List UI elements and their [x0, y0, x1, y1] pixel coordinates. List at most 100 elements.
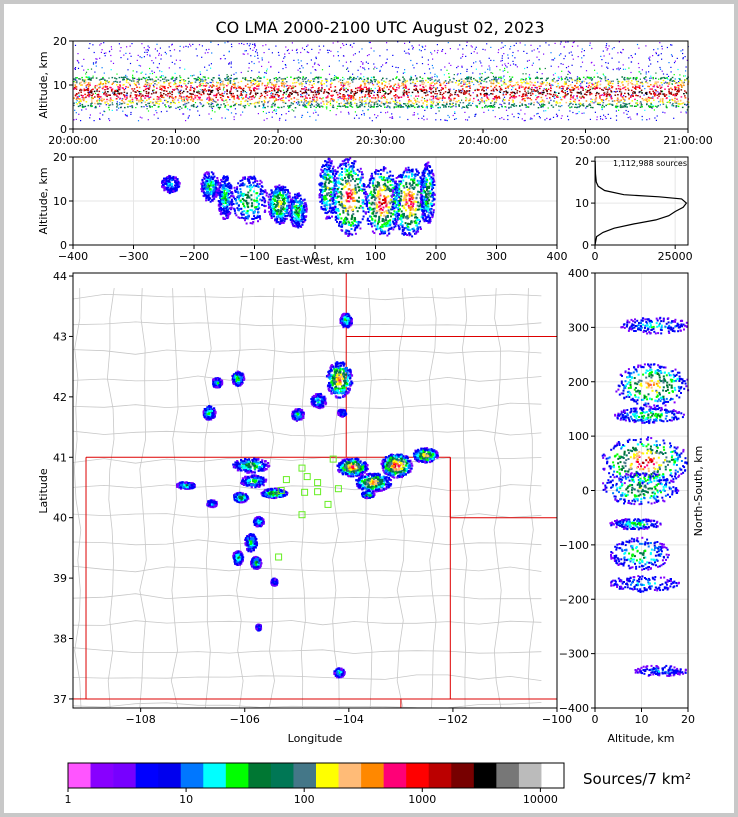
time-height-source-dot — [199, 83, 201, 86]
time-height-source-dot — [376, 100, 379, 102]
time-height-source-dot — [464, 111, 466, 113]
time-height-source-dot — [383, 94, 385, 97]
time-height-source-dot — [233, 104, 235, 107]
time-height-source-dot — [543, 53, 545, 55]
ew-source-dot — [212, 180, 214, 183]
time-tick-label: 20:30:00 — [356, 134, 405, 147]
time-height-source-dot — [677, 86, 680, 89]
time-height-source-dot — [261, 94, 263, 96]
time-height-source-dot — [330, 50, 332, 52]
time-height-source-dot — [503, 99, 506, 101]
time-height-source-dot — [415, 103, 418, 105]
time-height-source-dot — [197, 76, 199, 78]
time-height-source-dot — [81, 96, 84, 98]
time-height-source-dot — [651, 107, 653, 109]
time-height-source-dot — [593, 87, 595, 90]
time-height-source-dot — [609, 94, 612, 96]
time-height-source-dot — [239, 104, 242, 106]
time-height-source-dot — [457, 95, 460, 97]
time-height-source-dot — [360, 87, 363, 90]
time-height-source-dot — [461, 99, 463, 101]
time-height-source-dot — [403, 90, 406, 92]
time-height-source-dot — [625, 109, 627, 112]
time-height-source-dot — [482, 86, 484, 88]
time-height-source-dot — [570, 77, 572, 79]
time-height-source-dot — [467, 99, 470, 102]
time-height-source-dot — [685, 111, 687, 113]
time-height-source-dot — [379, 91, 381, 93]
time-height-source-dot — [158, 52, 160, 55]
time-height-source-dot — [312, 91, 314, 93]
time-height-source-dot — [393, 84, 396, 87]
time-height-source-dot — [374, 97, 377, 99]
time-height-source-dot — [242, 90, 245, 92]
time-height-source-dot — [327, 95, 329, 97]
time-height-source-dot — [250, 103, 253, 105]
time-height-source-dot — [495, 98, 498, 100]
time-height-source-dot — [343, 98, 345, 100]
ew-source-dot — [175, 189, 178, 192]
time-height-source-dot — [165, 53, 167, 55]
time-height-source-dot — [202, 78, 204, 80]
time-height-source-dot — [136, 102, 138, 105]
ew-source-dot — [163, 188, 166, 191]
time-height-source-dot — [130, 92, 132, 94]
time-height-source-dot — [73, 102, 75, 104]
time-height-source-dot — [569, 91, 572, 93]
time-height-source-dot — [504, 106, 506, 108]
time-height-source-dot — [535, 98, 537, 101]
time-height-source-dot — [591, 101, 594, 103]
time-height-source-dot — [79, 100, 82, 102]
chart-title: CO LMA 2000-2100 UTC August 02, 2023 — [215, 18, 544, 37]
time-height-source-dot — [683, 75, 685, 77]
time-height-source-dot — [540, 96, 543, 99]
time-height-source-dot — [621, 105, 624, 108]
time-height-source-dot — [227, 78, 229, 80]
time-height-source-dot — [163, 93, 165, 95]
time-height-source-dot — [578, 77, 581, 79]
time-height-source-dot — [609, 81, 612, 83]
time-height-source-dot — [122, 87, 124, 89]
time-height-source-dot — [361, 96, 364, 98]
time-height-source-dot — [234, 103, 236, 105]
time-height-source-dot — [254, 105, 256, 107]
time-height-source-dot — [373, 103, 376, 105]
time-height-source-dot — [89, 94, 91, 96]
time-height-source-dot — [173, 89, 175, 91]
time-height-source-dot — [78, 95, 80, 97]
time-height-source-dot — [382, 90, 385, 92]
time-height-source-dot — [210, 102, 213, 104]
time-height-source-dot — [602, 89, 605, 91]
time-height-source-dot — [260, 92, 263, 95]
time-height-source-dot — [389, 101, 391, 103]
time-height-source-dot — [271, 116, 273, 118]
time-height-source-dot — [580, 85, 582, 87]
time-height-source-dot — [364, 95, 366, 98]
time-height-source-dot — [429, 98, 431, 100]
time-height-source-dot — [112, 99, 114, 102]
time-height-source-dot — [478, 83, 480, 86]
time-height-source-dot — [241, 89, 244, 91]
time-height-source-dot — [567, 115, 569, 117]
time-height-source-dot — [546, 93, 549, 95]
time-height-source-dot — [421, 45, 423, 47]
time-height-source-dot — [286, 84, 289, 87]
time-height-source-dot — [303, 88, 305, 90]
time-height-source-dot — [358, 87, 360, 89]
time-height-source-dot — [511, 89, 513, 91]
time-height-source-dot — [142, 100, 145, 102]
time-height-source-dot — [149, 101, 152, 103]
time-height-source-dot — [514, 88, 517, 90]
time-height-source-dot — [481, 106, 484, 109]
time-height-source-dot — [310, 59, 312, 61]
time-height-source-dot — [382, 89, 384, 91]
time-height-source-dot — [635, 79, 637, 81]
time-height-source-dot — [479, 101, 482, 103]
time-height-source-dot — [516, 90, 519, 92]
time-height-source-dot — [579, 96, 581, 98]
time-height-source-dot — [245, 99, 248, 101]
time-height-source-dot — [563, 58, 565, 60]
time-height-source-dot — [676, 90, 678, 93]
time-height-source-dot — [443, 101, 445, 104]
time-height-source-dot — [206, 98, 208, 100]
